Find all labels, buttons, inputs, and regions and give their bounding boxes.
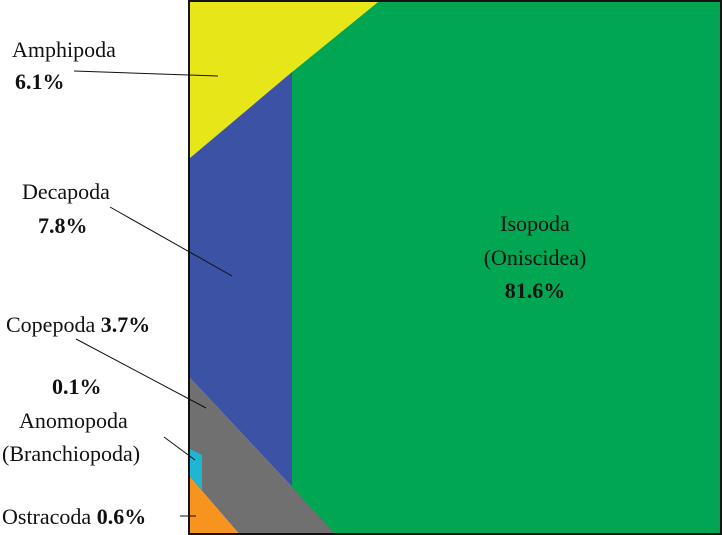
label-anomopoda-name: Anomopoda [19,408,128,433]
region-isopoda [292,2,721,535]
leader-anomopoda [163,436,196,461]
label-amphipoda-pct: 6.1% [15,69,65,94]
label-decapoda-name: Decapoda [22,179,110,204]
leader-copepoda [75,338,207,409]
label-anomopoda-pct: 0.1% [52,374,102,399]
region-anomopoda [190,449,202,490]
label-copepoda-pct: 3.7% [101,312,151,337]
label-isopoda-name: Isopoda [500,211,570,236]
plot-frame [188,0,722,535]
label-decapoda-pct: 7.8% [38,213,88,238]
label-copepoda-name: Copepoda [6,312,95,337]
region-amphipoda [190,2,378,158]
label-isopoda-sub: (Oniscidea) [484,245,587,270]
region-ostracoda [190,477,240,535]
label-isopoda-pct: 81.6% [505,278,566,303]
label-amphipoda-name: Amphipoda [12,37,116,62]
label-ostracoda-pct: 0.6% [97,504,147,529]
region-copepoda [190,378,336,535]
region-decapoda [190,72,292,487]
label-anomopoda-sub: (Branchiopoda) [2,441,140,466]
leader-decapoda [109,206,233,277]
leader-amphipoda [73,70,219,77]
label-ostracoda-name: Ostracoda [2,504,91,529]
label-copepoda: Copepoda 3.7% [6,312,150,337]
label-ostracoda: Ostracoda 0.6% [2,504,146,529]
